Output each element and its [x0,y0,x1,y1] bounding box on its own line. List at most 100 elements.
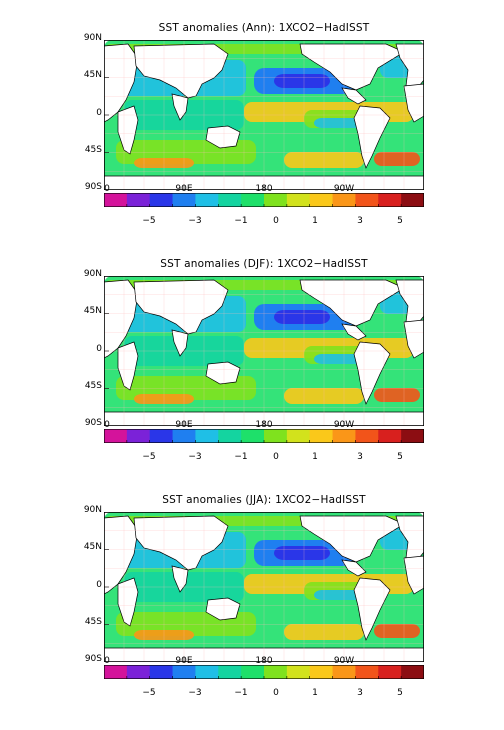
lat-label: 45N [83,542,102,552]
lat-label: 90N [83,33,102,43]
colorbar-label: −3 [188,216,202,226]
land-outline [205,597,241,621]
colorbar-label: −5 [142,688,156,698]
anomaly-patch [274,546,330,560]
anomaly-patch [274,310,330,324]
lon-label: 90W [333,420,355,430]
colorbar-label: 5 [397,452,403,462]
anomaly-patch [374,624,420,638]
lon-label: 90E [175,184,193,194]
colorbar-swatch [355,429,379,443]
colorbar-swatch [401,193,424,207]
colorbar [104,429,424,443]
lon-label: 180 [255,184,273,194]
anomaly-patch [374,152,420,166]
colorbar-swatch [104,193,128,207]
colorbar-label: 0 [273,216,279,226]
colorbar-swatch [309,665,333,679]
colorbar-label: 5 [397,688,403,698]
sst-anomaly-map [104,512,424,662]
colorbar-swatch [149,429,173,443]
anomaly-patch [274,74,330,88]
colorbar-swatch [126,665,151,679]
colorbar-label: 0 [273,452,279,462]
lat-label: 45S [84,145,102,155]
lon-label: 180 [255,420,273,430]
colorbar-swatch [241,429,265,443]
anomaly-patch [374,388,420,402]
panel-jja: SST anomalies (JJA): 1XCO2−HadISST 90N 4… [0,494,504,730]
colorbar-swatch [378,665,402,679]
panel-title: SST anomalies (JJA): 1XCO2−HadISST [162,494,366,506]
colorbar-label: −5 [142,216,156,226]
colorbar-swatch [355,193,379,207]
colorbar-swatch [149,665,173,679]
lat-label: 90S [84,654,102,664]
colorbar-swatch [104,665,128,679]
colorbar-label: 1 [312,216,318,226]
colorbar-swatch [401,429,424,443]
panel-djf: SST anomalies (DJF): 1XCO2−HadISST 90N 4… [0,258,504,494]
land-outline [403,319,424,359]
colorbar-swatch [332,429,356,443]
colorbar-swatch [195,665,219,679]
colorbar-swatch [332,193,356,207]
colorbar-label: −1 [234,452,248,462]
lon-label: 180 [255,656,273,666]
panel-title: SST anomalies (Ann): 1XCO2−HadISST [158,22,370,34]
lon-label: 90W [333,656,355,666]
lon-label: 90W [333,184,355,194]
colorbar-label: 5 [397,216,403,226]
colorbar [104,665,424,679]
colorbar-frame [104,665,424,679]
sst-anomaly-map [104,40,424,190]
lat-label: 45N [83,306,102,316]
sst-anomaly-map [104,276,424,426]
colorbar-label: −1 [234,216,248,226]
colorbar-swatch [172,193,196,207]
colorbar-swatch [241,193,265,207]
land-outline [104,279,139,359]
colorbar-swatch [218,193,242,207]
colorbar-swatch [264,193,288,207]
land-outline [205,125,241,149]
lat-label: 90S [84,418,102,428]
land-outline [403,83,424,123]
colorbar-swatch [149,193,173,207]
colorbar-label: 3 [357,688,363,698]
colorbar-swatch [286,193,311,207]
lon-label: 90E [175,656,193,666]
colorbar-swatch [309,429,333,443]
lon-label: 0 [104,184,110,194]
colorbar-label: 1 [312,452,318,462]
colorbar-swatch [309,193,333,207]
colorbar-label: 3 [357,216,363,226]
land-outline [205,361,241,385]
colorbar-swatch [241,665,265,679]
land-outline [403,555,424,595]
colorbar-swatch [104,429,128,443]
colorbar-swatch [401,665,424,679]
lon-label: 90E [175,420,193,430]
colorbar-swatch [355,665,379,679]
colorbar-swatch [264,665,288,679]
colorbar-label: 0 [273,688,279,698]
colorbar-swatch [126,193,151,207]
colorbar-swatch [172,665,196,679]
colorbar-swatch [218,665,242,679]
land-outline [117,341,139,391]
colorbar-label: 3 [357,452,363,462]
colorbar-frame [104,429,424,443]
lat-label: 45N [83,70,102,80]
lat-label: 45S [84,381,102,391]
colorbar-label: 1 [312,688,318,698]
colorbar-swatch [378,193,402,207]
colorbar-swatch [195,193,219,207]
colorbar-label: −3 [188,452,202,462]
lat-label: 90N [83,269,102,279]
panel-annual: SST anomalies (Ann): 1XCO2−HadISST 90N 4… [0,22,504,258]
colorbar-swatch [172,429,196,443]
colorbar-swatch [378,429,402,443]
lat-label: 0 [96,580,102,590]
lat-label: 45S [84,617,102,627]
